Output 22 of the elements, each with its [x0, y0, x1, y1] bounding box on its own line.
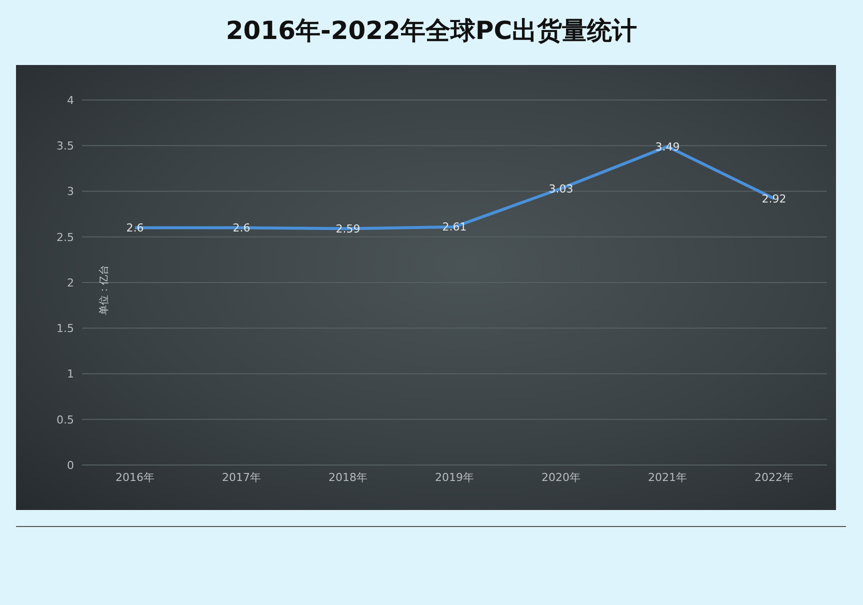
x-tick-label: 2019年	[435, 470, 474, 484]
y-tick-label: 2.5	[56, 230, 74, 244]
chart-title: 2016年-2022年全球PC出货量统计	[224, 15, 638, 47]
x-tick-label: 2021年	[648, 470, 687, 484]
y-tick-label: 0	[67, 458, 74, 472]
data-label: 2.59	[336, 222, 360, 236]
y-tick-label: 4	[67, 94, 74, 107]
y-tick-label: 1.5	[56, 322, 74, 336]
y-tick-label: 0.5	[56, 413, 74, 426]
y-tick-label: 2	[67, 276, 74, 290]
x-tick-label: 2016年	[116, 470, 154, 484]
x-tick-label: 2018年	[328, 470, 368, 484]
x-tick-label: 2022年	[754, 470, 794, 484]
data-label: 2.6	[232, 222, 250, 235]
y-tick-label: 1	[67, 368, 74, 381]
y-tick-label: 3.5	[56, 140, 74, 153]
y-axis-title: 单位：亿台	[98, 264, 111, 317]
data-label: 2.92	[762, 192, 786, 206]
data-label: 2.6	[126, 222, 144, 235]
x-tick-label: 2020年	[542, 470, 580, 484]
x-tick-label: 2017年	[222, 470, 261, 484]
y-tick-label: 3	[67, 185, 74, 198]
